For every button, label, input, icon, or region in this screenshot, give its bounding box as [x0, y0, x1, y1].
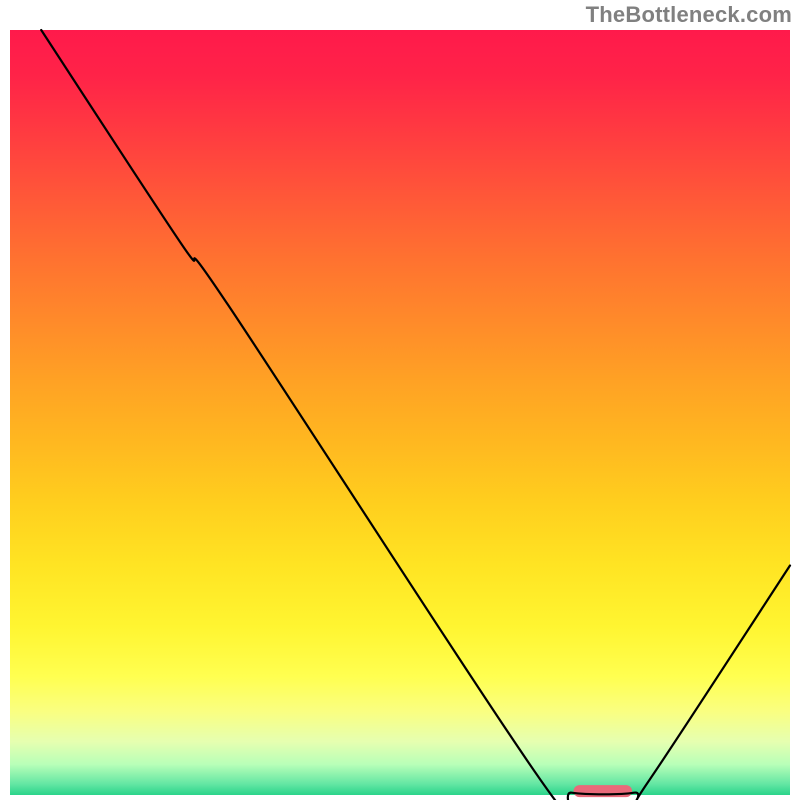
bottleneck-chart — [0, 0, 800, 800]
gradient-background — [10, 30, 790, 795]
chart-container: TheBottleneck.com — [0, 0, 800, 800]
watermark-text: TheBottleneck.com — [586, 2, 792, 28]
